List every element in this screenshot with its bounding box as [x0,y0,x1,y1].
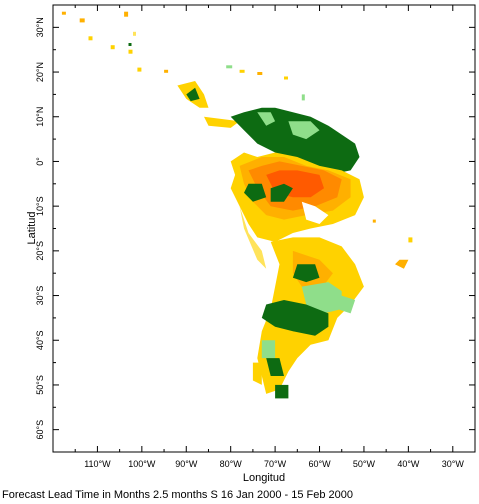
lon-tick-label: 90°W [175,459,198,469]
amazon-north-green [230,107,360,175]
forecast-field [61,11,413,399]
atlantic-cell [408,237,413,243]
chile-coast-yellow [252,362,262,385]
pampas-dark-green [261,300,329,336]
lon-tick-label: 60°W [308,459,331,469]
central-america-green [186,87,200,102]
atlantic-cell [372,219,376,223]
lon-tick-label: 70°W [264,459,287,469]
mexico-cell [88,36,93,41]
lat-tick-label: 20°S [35,241,45,261]
caribbean-cell [284,76,288,80]
lon-tick-label: 30°W [442,459,465,469]
forecast-caption: Forecast Lead Time in Months 2.5 months … [2,489,353,501]
guiana-light-green [288,121,320,140]
caribbean-cell [257,72,263,75]
lat-tick-label: 20°N [35,62,45,82]
mexico-cell [164,69,169,73]
patagonia-light-green [261,340,276,359]
mexico-cell [124,11,129,17]
mexico-cell [79,18,85,23]
lon-tick-label: 40°W [397,459,420,469]
lat-tick-label: 10°N [35,107,45,127]
tick-labels: 110°W 100°W 90°W 80°W 70°W 60°W 50°W 40°W 30°W 30… [35,17,464,469]
lon-tick-label: 100°W [128,459,156,469]
mexico-cell [133,31,136,36]
peru-green-patch [244,183,267,202]
caribbean-cell [301,94,305,101]
lat-tick-label: 0° [35,157,45,166]
caribbean-cell [239,69,245,73]
lat-tick-label: 40°S [35,330,45,350]
mexico-cell [128,43,132,46]
lon-tick-label: 80°W [220,459,243,469]
y-axis-title: Latitud [26,211,38,244]
tierra-del-fuego [275,384,289,399]
patagonia-green [266,358,284,376]
chaco-dark-green [292,264,320,283]
colombia-light-green [257,112,276,126]
uruguay-cell [337,295,356,314]
lon-tick-label: 50°W [353,459,376,469]
lat-tick-label: 30°N [35,17,45,37]
brazil-coast-cell [395,259,409,269]
pampas-light-green [301,282,342,314]
mexico-cell [61,11,66,15]
lat-tick-label: 10°S [35,196,45,216]
central-white-gap [301,201,329,224]
lat-tick-label: 60°S [35,420,45,440]
mexico-cell [137,67,142,72]
bolivia-green-patch [270,183,293,202]
lon-tick-label: 110°W [84,459,111,469]
mexico-cell [110,45,115,50]
lat-tick-label: 30°S [35,286,45,306]
x-axis-title: Longitud [243,472,285,484]
lat-tick-label: 50°S [35,375,45,395]
panama-cells [204,116,240,128]
caribbean-cell [226,65,233,69]
mexico-cell [128,49,133,54]
axis-ticks [53,4,475,452]
andes-yellow-edge [239,206,267,269]
